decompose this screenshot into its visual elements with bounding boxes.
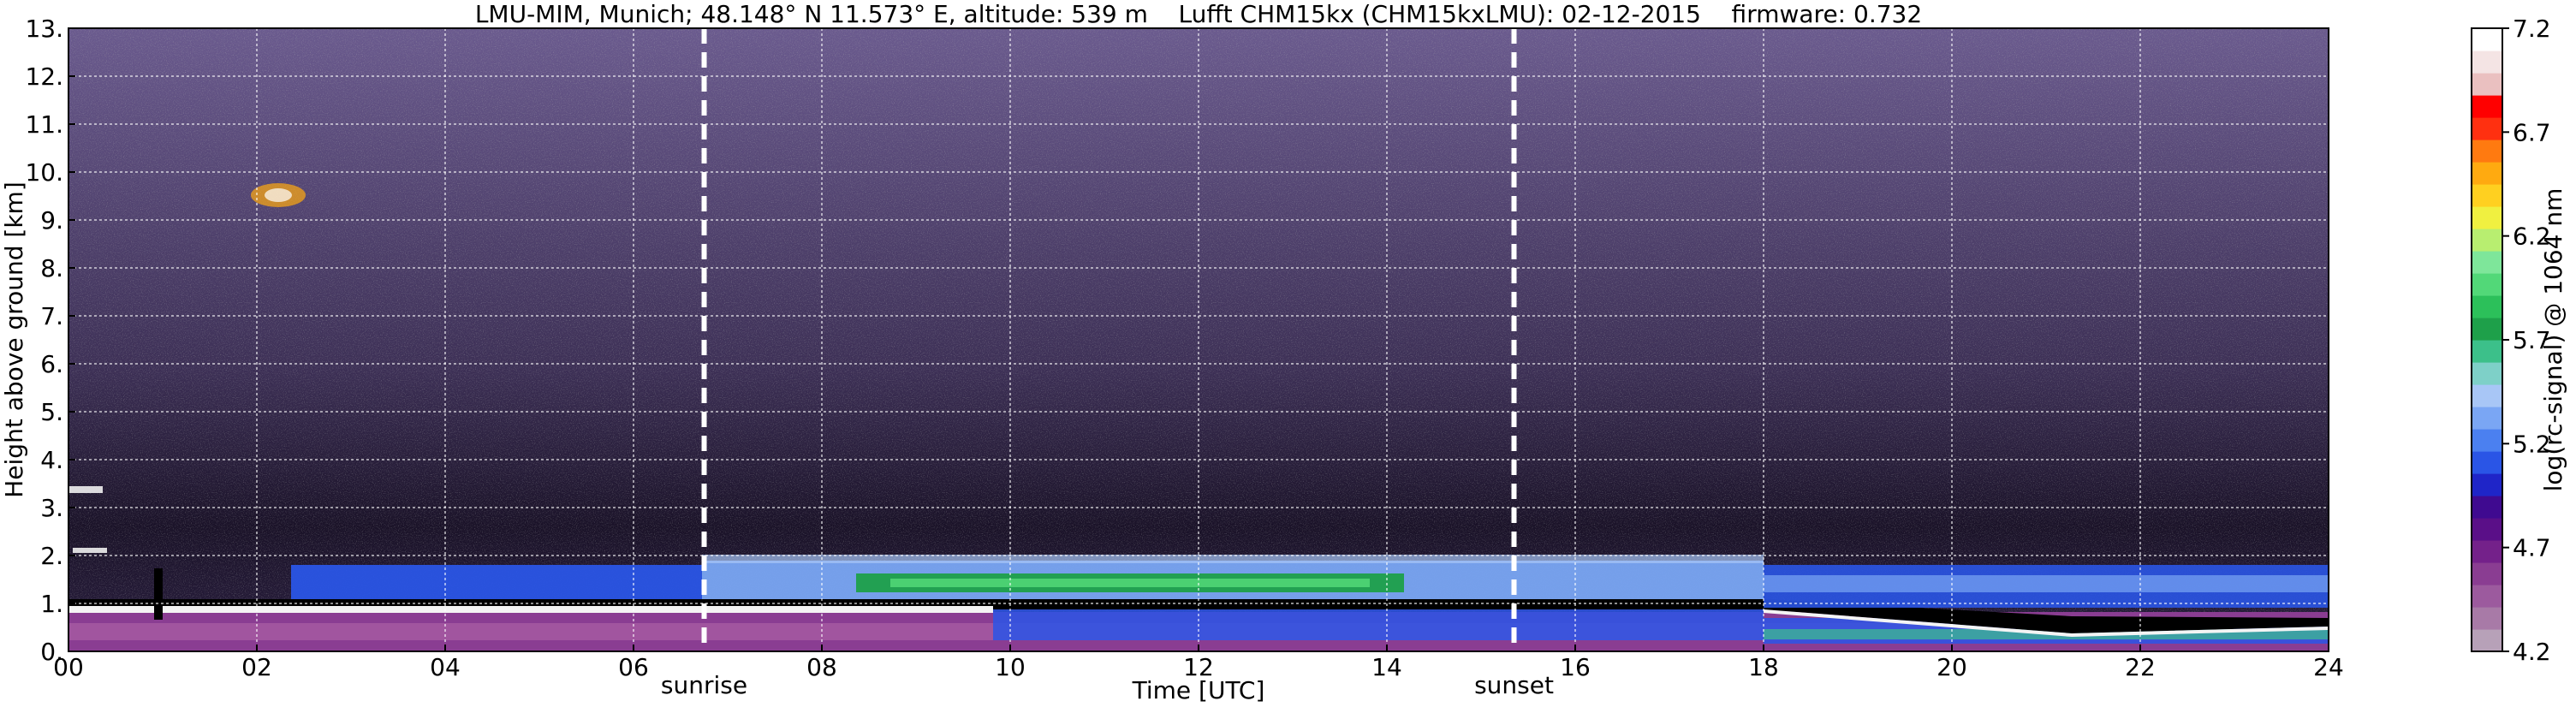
- colorbar-tick-labels: 4.2 4.7 5.2 5.7 6.2 6.7 7.2: [2502, 15, 2551, 666]
- colorbar-swatch: [2472, 496, 2502, 519]
- colorbar-swatch: [2472, 407, 2502, 430]
- colorbar-swatch: [2472, 607, 2502, 630]
- colorbar-swatch: [2472, 384, 2502, 407]
- x-tick-label: 20: [1936, 653, 1967, 681]
- y-tick-label: 2.: [40, 542, 63, 570]
- colorbar-tick-label: 5.7: [2513, 326, 2551, 354]
- x-tick-label: 00: [53, 653, 84, 681]
- colorbar-swatch: [2472, 162, 2502, 185]
- x-tick-label: 16: [1560, 653, 1591, 681]
- y-tick-label: 4.: [40, 446, 63, 474]
- colorbar-tick-label: 6.2: [2513, 223, 2551, 251]
- colorbar-label: log(rc-signal) @ 1064 nm: [2539, 188, 2567, 492]
- y-tick-label: 3.: [40, 494, 63, 522]
- y-tick-label: 1.: [40, 590, 63, 618]
- y-tick-label: 8.: [40, 254, 63, 282]
- colorbar-tick-label: 4.7: [2513, 534, 2551, 562]
- colorbar-swatch: [2472, 251, 2502, 274]
- colorbar-swatch: [2472, 50, 2502, 74]
- colorbar-tick-label: 4.2: [2513, 638, 2551, 666]
- colorbar-swatch: [2472, 362, 2502, 385]
- y-tick-label: 0.: [40, 638, 63, 666]
- colorbar-swatch: [2472, 518, 2502, 541]
- colorbar-swatch: [2472, 340, 2502, 363]
- colorbar-tick-label: 7.2: [2513, 15, 2551, 43]
- x-tick-label: 02: [241, 653, 272, 681]
- colorbar-swatch: [2472, 473, 2502, 496]
- colorbar-tick-label: 5.2: [2513, 430, 2551, 458]
- y-tick-labels: 0. 1. 2. 3. 4. 5. 6. 7. 8. 9. 10. 11. 12. 13.: [25, 15, 75, 666]
- y-tick-label: 6.: [40, 350, 63, 378]
- x-tick-label: 10: [995, 653, 1026, 681]
- colorbar-swatch: [2472, 429, 2502, 452]
- grid-lines: [68, 28, 2329, 651]
- y-axis-label: Height above ground [km]: [0, 181, 28, 498]
- colorbar-swatch: [2472, 28, 2502, 51]
- colorbar-swatch: [2472, 206, 2502, 229]
- colorbar-swatch: [2472, 184, 2502, 207]
- colorbar-swatch: [2472, 229, 2502, 252]
- colorbar-swatch: [2472, 585, 2502, 608]
- colorbar: [2472, 28, 2502, 652]
- colorbar-swatch: [2472, 318, 2502, 341]
- y-tick-label: 11.: [25, 110, 63, 139]
- x-tick-label: 24: [2313, 653, 2344, 681]
- colorbar-swatch: [2472, 95, 2502, 118]
- sun-markers: sunrise sunset: [661, 28, 1554, 699]
- x-axis-label: Time [UTC]: [1132, 676, 1265, 704]
- y-tick-label: 9.: [40, 206, 63, 235]
- colorbar-swatch: [2472, 117, 2502, 140]
- chart-title: LMU-MIM, Munich; 48.148° N 11.573° E, al…: [475, 0, 1922, 28]
- colorbar-swatch: [2472, 140, 2502, 163]
- sunset-label: sunset: [1474, 671, 1554, 699]
- y-tick-label: 5.: [40, 398, 63, 426]
- x-tick-label: 04: [430, 653, 461, 681]
- x-tick-label: 06: [618, 653, 649, 681]
- colorbar-swatch: [2472, 273, 2502, 296]
- sunrise-label: sunrise: [661, 671, 747, 699]
- x-tick-labels: 00 02 04 06 08 10 12 14 16 18 20 22 24: [53, 645, 2344, 681]
- y-tick-label: 13.: [25, 15, 63, 43]
- colorbar-swatch: [2472, 295, 2502, 318]
- x-tick-label: 22: [2125, 653, 2156, 681]
- x-tick-label: 14: [1371, 653, 1402, 681]
- colorbar-swatch: [2472, 451, 2502, 474]
- colorbar-swatch: [2472, 629, 2502, 652]
- x-tick-label: 12: [1183, 653, 1214, 681]
- y-tick-label: 12.: [25, 62, 63, 91]
- colorbar-tick-label: 6.7: [2513, 118, 2551, 146]
- y-tick-label: 7.: [40, 302, 63, 330]
- colorbar-swatch: [2472, 540, 2502, 563]
- colorbar-swatch: [2472, 73, 2502, 96]
- y-tick-label: 10.: [25, 158, 63, 187]
- x-tick-label: 08: [806, 653, 837, 681]
- x-tick-label: 18: [1748, 653, 1779, 681]
- colorbar-swatch: [2472, 562, 2502, 585]
